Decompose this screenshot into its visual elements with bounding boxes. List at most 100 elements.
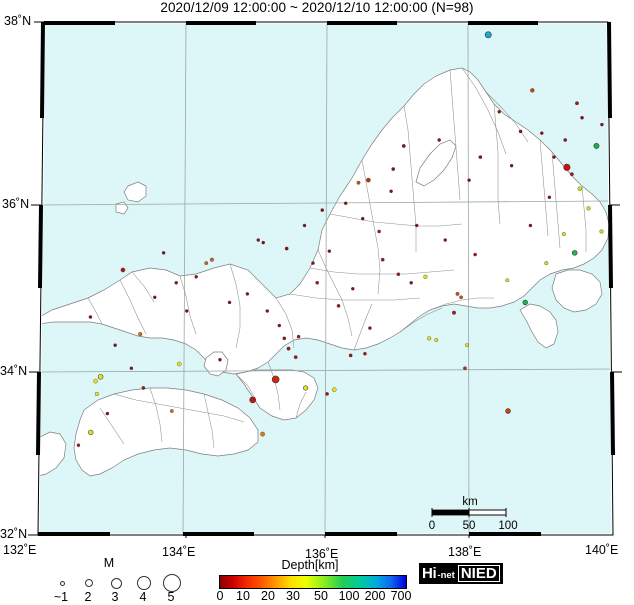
epicenter-marker[interactable] (227, 300, 232, 305)
epicenter-marker[interactable] (478, 155, 483, 159)
epicenter-marker[interactable] (391, 167, 396, 171)
epicenter-marker[interactable] (570, 172, 574, 177)
epicenter-marker[interactable] (586, 206, 591, 211)
epicenter-marker[interactable] (120, 267, 126, 273)
epicenter-marker[interactable] (505, 408, 511, 414)
epicenter-marker[interactable] (363, 351, 367, 356)
epicenter-marker[interactable] (497, 110, 501, 114)
epicenter-marker[interactable] (261, 240, 265, 245)
epicenter-marker[interactable] (356, 180, 361, 185)
epicenter-marker[interactable] (320, 208, 325, 212)
epicenter-marker[interactable] (303, 385, 309, 391)
epicenter-marker[interactable] (423, 274, 428, 279)
epicenter-marker[interactable] (296, 334, 301, 339)
epicenter-marker[interactable] (401, 144, 406, 148)
epicenter-marker[interactable] (563, 138, 568, 142)
epicenter-marker[interactable] (452, 310, 457, 315)
epicenter-marker[interactable] (315, 280, 319, 285)
epicenter-marker[interactable] (409, 281, 413, 285)
epicenter-marker[interactable] (455, 291, 460, 296)
epicenter-marker[interactable] (327, 249, 332, 253)
epicenter-marker[interactable] (260, 431, 265, 437)
epicenter-marker[interactable] (138, 332, 143, 337)
epicenter-marker[interactable] (218, 358, 222, 362)
epicenter-marker[interactable] (105, 411, 110, 416)
epicenter-marker[interactable] (161, 251, 166, 255)
epicenter-marker[interactable] (336, 304, 341, 308)
epicenter-marker[interactable] (443, 238, 447, 242)
epicenter-marker[interactable] (522, 299, 528, 306)
epicenter-marker[interactable] (88, 429, 94, 436)
epicenter-marker[interactable] (293, 355, 298, 360)
epicenter-marker[interactable] (530, 88, 535, 93)
map-canvas[interactable]: km 0 50 100 (0, 18, 634, 538)
epicenter-marker[interactable] (284, 246, 289, 251)
epicenter-marker[interactable] (434, 338, 439, 342)
epicenter-marker[interactable] (76, 443, 81, 447)
epicenter-marker[interactable] (113, 343, 117, 347)
epicenter-marker[interactable] (209, 257, 214, 262)
epicenter-marker[interactable] (552, 155, 556, 159)
epicenter-marker[interactable] (518, 129, 523, 134)
epicenter-marker[interactable] (540, 131, 544, 135)
epicenter-marker[interactable] (256, 238, 260, 242)
epicenter-marker[interactable] (265, 309, 269, 313)
epicenter-marker[interactable] (389, 189, 393, 194)
epicenter-marker[interactable] (88, 315, 93, 319)
epicenter-marker[interactable] (282, 336, 287, 341)
epicenter-marker[interactable] (459, 295, 463, 300)
epicenter-marker[interactable] (465, 343, 469, 348)
epicenter-marker[interactable] (396, 272, 401, 277)
epicenter-marker[interactable] (415, 223, 419, 228)
epicenter-marker[interactable] (463, 366, 467, 371)
epicenter-marker[interactable] (467, 178, 471, 182)
epicenter-marker[interactable] (277, 323, 282, 328)
epicenter-marker[interactable] (174, 281, 178, 285)
epicenter-marker[interactable] (311, 261, 315, 265)
epicenter-marker[interactable] (153, 295, 157, 300)
epicenter-marker[interactable] (331, 387, 337, 392)
epicenter-marker[interactable] (593, 143, 600, 149)
epicenter-marker[interactable] (94, 391, 99, 396)
epicenter-marker[interactable] (528, 223, 533, 228)
epicenter-marker[interactable] (185, 309, 189, 313)
epicenter-marker[interactable] (348, 353, 353, 358)
epicenter-marker[interactable] (580, 115, 584, 120)
epicenter-marker[interactable] (302, 223, 307, 228)
epicenter-marker[interactable] (377, 229, 381, 234)
epicenter-marker[interactable] (245, 292, 250, 296)
epicenter-marker[interactable] (437, 138, 441, 142)
epicenter-marker[interactable] (577, 186, 583, 191)
epicenter-marker[interactable] (600, 122, 604, 127)
earthquake-epicenters[interactable] (76, 31, 604, 447)
epicenter-marker[interactable] (509, 163, 514, 168)
epicenter-marker[interactable] (325, 392, 329, 396)
epicenter-marker[interactable] (343, 201, 348, 205)
epicenter-marker[interactable] (169, 409, 174, 413)
epicenter-marker[interactable] (575, 101, 579, 106)
epicenter-marker[interactable] (204, 261, 209, 265)
epicenter-marker[interactable] (351, 287, 355, 291)
epicenter-marker[interactable] (544, 261, 549, 266)
epicenter-marker[interactable] (286, 346, 291, 351)
epicenter-marker[interactable] (380, 257, 385, 262)
epicenter-marker[interactable] (599, 229, 604, 234)
epicenter-marker[interactable] (366, 177, 371, 183)
epicenter-marker[interactable] (563, 163, 571, 171)
epicenter-marker[interactable] (571, 250, 578, 256)
seismicity-map[interactable]: km 0 50 100 (0, 18, 634, 538)
epicenter-marker[interactable] (93, 378, 98, 384)
epicenter-marker[interactable] (194, 275, 198, 279)
epicenter-marker[interactable] (249, 396, 257, 404)
epicenter-marker[interactable] (484, 31, 492, 39)
epicenter-marker[interactable] (177, 361, 182, 367)
epicenter-marker[interactable] (427, 336, 432, 341)
epicenter-marker[interactable] (368, 326, 372, 330)
epicenter-marker[interactable] (361, 216, 365, 221)
epicenter-marker[interactable] (271, 375, 280, 384)
epicenter-marker[interactable] (547, 195, 552, 199)
epicenter-marker[interactable] (473, 252, 477, 257)
epicenter-marker[interactable] (141, 386, 146, 390)
epicenter-marker[interactable] (97, 374, 104, 380)
epicenter-marker[interactable] (561, 232, 566, 237)
